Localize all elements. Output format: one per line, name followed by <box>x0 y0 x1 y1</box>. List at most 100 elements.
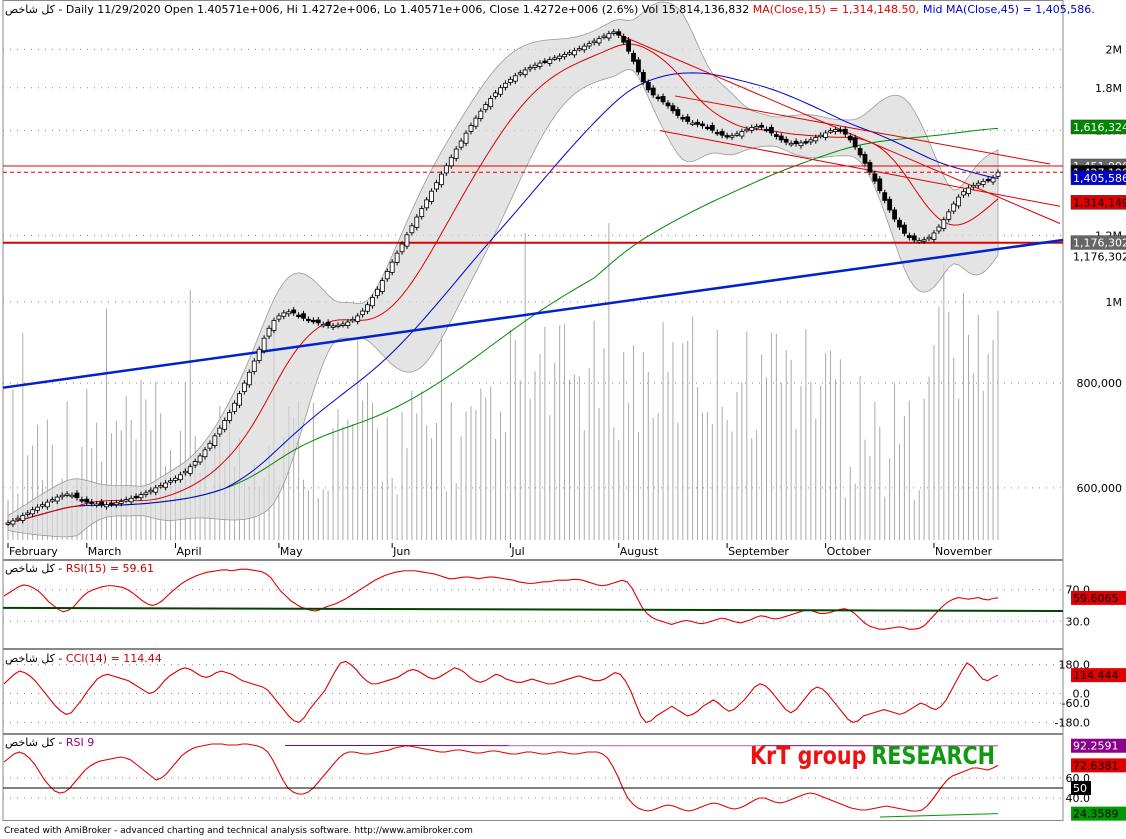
candle-up <box>45 501 50 508</box>
candle-up <box>916 240 922 243</box>
candle-up <box>271 320 277 331</box>
candle-up <box>261 337 267 352</box>
candle-down <box>109 502 114 505</box>
candle-up <box>251 360 257 372</box>
candle-down <box>695 121 700 125</box>
price-badge-label: 1,616,324 <box>1073 121 1126 134</box>
candle-up <box>94 503 100 506</box>
candle-down <box>616 31 622 36</box>
candle-up <box>527 67 533 70</box>
candle-down <box>911 235 917 241</box>
rsi9-badge-label: 72.6381 <box>1073 759 1119 772</box>
candle-up <box>970 184 976 188</box>
candle-down <box>74 492 80 499</box>
candle-up <box>980 180 986 185</box>
candle-up <box>394 252 400 263</box>
candle-down <box>89 501 95 504</box>
cci-line <box>3 660 999 724</box>
candle-down <box>892 209 897 220</box>
ma15-line <box>7 43 999 524</box>
candle-down <box>862 154 868 164</box>
candle-down <box>714 131 720 135</box>
cci-tick-label: -60.0 <box>1062 697 1090 710</box>
candle-down <box>724 135 730 138</box>
candle-up <box>567 52 572 55</box>
candle-down <box>325 321 331 326</box>
candle-up <box>503 82 508 88</box>
candle-up <box>507 78 513 83</box>
rsi9-support-line <box>879 813 999 818</box>
price-badge <box>1071 249 1126 264</box>
candle-up <box>404 234 410 247</box>
candle-up <box>921 239 927 242</box>
candle-up <box>975 182 981 186</box>
candle-up <box>453 148 459 159</box>
candle-down <box>793 140 799 145</box>
candle-down <box>778 135 784 141</box>
candle-up <box>242 382 247 392</box>
rsi15-tick-label: 30.0 <box>1066 615 1091 628</box>
candle-down <box>882 192 888 201</box>
candle-up <box>256 348 262 361</box>
candle-down <box>783 138 789 143</box>
rsi15-pane-frame <box>2 560 1064 649</box>
candle-up <box>990 177 996 183</box>
month-label: March <box>88 545 122 558</box>
candle-up <box>552 57 558 60</box>
candle-down <box>301 313 306 319</box>
candle-up <box>966 187 971 195</box>
rsi9-line <box>3 743 999 812</box>
price-tick-label: 1.8M <box>1095 82 1122 95</box>
candle-up <box>158 485 164 488</box>
candle-up <box>808 139 814 143</box>
candle-up <box>197 455 203 463</box>
candle-up <box>399 243 405 253</box>
candle-up <box>370 297 375 307</box>
candle-down <box>79 499 85 502</box>
candle-up <box>596 38 602 44</box>
candle-up <box>734 133 740 136</box>
candle-up <box>237 393 242 406</box>
candle-up <box>473 117 479 127</box>
brand-part1: KrT group <box>750 741 866 770</box>
candle-down <box>306 318 311 322</box>
candle-up <box>320 323 326 327</box>
candle-up <box>35 506 40 511</box>
candle-up <box>744 128 750 132</box>
month-label: October <box>827 545 871 558</box>
rsi9-badge <box>1071 781 1091 795</box>
candle-up <box>572 50 577 56</box>
candle-up <box>941 219 947 229</box>
candle-up <box>798 142 804 147</box>
candle-up <box>281 312 287 317</box>
candle-up <box>429 190 434 203</box>
candle-down <box>759 124 764 128</box>
price-tick-label: 1M <box>1106 296 1123 309</box>
candle-up <box>537 62 543 67</box>
header-symbol: کل شاخص <box>5 3 56 16</box>
candle-up <box>478 110 484 119</box>
brand-logo: KrT groupRESEARCH <box>750 741 995 770</box>
ma45-line <box>7 72 999 524</box>
candle-down <box>764 128 769 132</box>
candle-up <box>177 474 183 481</box>
candle-down <box>626 39 631 52</box>
candle-up <box>823 132 829 138</box>
candle-up <box>49 499 55 502</box>
candle-up <box>547 59 553 64</box>
rsi15-line <box>3 568 999 630</box>
candle-up <box>246 371 252 386</box>
price-tick-label: 2M <box>1106 43 1123 56</box>
candle-down <box>675 109 681 116</box>
candle-up <box>168 480 173 483</box>
month-label: September <box>728 545 789 558</box>
candle-down <box>705 126 710 130</box>
candle-up <box>443 165 449 174</box>
cci-title-symbol: کل شاخص <box>5 652 56 665</box>
candle-up <box>153 487 159 493</box>
candle-up <box>59 494 65 498</box>
candle-up <box>15 517 21 521</box>
rsi9-badge-label: 24.3589 <box>1073 808 1119 821</box>
price-badge-label: 1,405,586 <box>1073 172 1126 185</box>
